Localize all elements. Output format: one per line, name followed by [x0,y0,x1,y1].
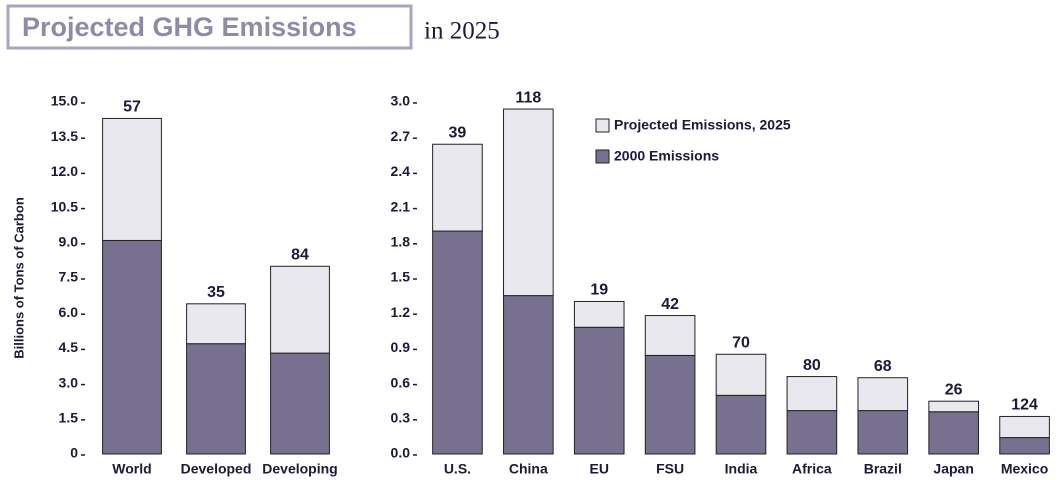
bar-top-label: 84 [291,246,309,263]
bar-top-label: 35 [207,284,225,301]
y-axis-label: Billions of Tons of Carbon [11,197,26,359]
bar-segment [644,354,696,455]
y-tick-label: 3.0 [391,93,411,109]
x-tick-label: Developing [262,461,337,477]
bar-top-label: 39 [449,124,467,141]
legend-swatch [595,149,610,164]
y-tick-label: 0.3 [391,410,411,426]
bar-top-label: 19 [590,282,608,299]
y-tick-label: 4.5 [59,339,79,355]
y-tick-label: 9.0 [59,234,79,250]
legend-label: Projected Emissions, 2025 [614,117,791,133]
bar-segment [503,295,554,455]
x-tick-label: India [725,461,758,477]
y-tick-label: 0 [70,445,78,461]
y-tick-label: 12.0 [51,163,78,179]
bar-segment [644,315,696,356]
y-tick-label: 1.8 [391,234,411,250]
x-tick-label: U.S. [444,461,471,477]
bar-top-label: 57 [123,99,141,116]
x-tick-label: Mexico [1001,461,1048,477]
bar-segment [999,415,1050,439]
y-tick-label: 1.5 [391,269,411,285]
legend-label: 2000 Emissions [614,148,719,164]
bar-segment [270,352,330,455]
bar-segment [928,400,979,413]
bar-top-label: 70 [732,334,750,351]
x-tick-label: World [112,461,151,477]
bar-segment [573,300,625,328]
bar-segment [857,377,909,412]
y-tick-label: 3.0 [59,374,79,390]
bar-segment [573,326,625,455]
bar-segment [432,230,483,455]
y-tick-label: 7.5 [59,269,79,285]
y-tick-label: 2.1 [391,198,411,214]
bar-segment [715,394,767,455]
bar-segment [999,437,1050,455]
y-tick-label: 0.9 [391,339,411,355]
y-tick-label: 0.0 [391,445,411,461]
bar-segment [503,108,554,297]
bar-segment [857,410,909,455]
y-tick-label: 0.6 [391,374,411,390]
x-tick-label: Africa [792,461,832,477]
bar-segment [928,411,979,455]
bar-segment [102,239,162,455]
bar-top-label: 118 [515,89,541,106]
title: Projected GHG Emissions [22,12,357,42]
y-tick-label: 1.2 [391,304,411,320]
bar-top-label: 124 [1011,397,1038,414]
bar-segment [102,117,162,241]
y-tick-label: 10.5 [51,198,78,214]
y-tick-label: 2.7 [391,128,411,144]
bar-segment [432,143,483,232]
bar-top-label: 42 [661,296,679,313]
x-tick-label: Japan [933,461,973,477]
bar-segment [186,343,246,455]
x-tick-label: EU [589,461,608,477]
bar-segment [186,303,246,345]
y-tick-label: 2.4 [391,163,411,179]
y-tick-label: 15.0 [51,93,78,109]
bar-top-label: 26 [945,381,963,398]
x-tick-label: Developed [181,461,252,477]
bar-segment [786,410,838,455]
y-tick-label: 13.5 [51,128,78,144]
x-tick-label: FSU [656,461,684,477]
y-tick-label: 6.0 [59,304,79,320]
subtitle: in 2025 [424,18,500,45]
bar-top-label: 80 [803,357,821,374]
x-tick-label: China [509,461,548,477]
y-tick-label: 1.5 [59,410,79,426]
bar-segment [270,265,330,354]
bar-top-label: 68 [874,358,892,375]
x-tick-label: Brazil [864,461,902,477]
bar-segment [786,376,838,412]
title-box [6,4,413,50]
bar-segment [715,353,767,396]
legend-swatch [595,118,610,133]
